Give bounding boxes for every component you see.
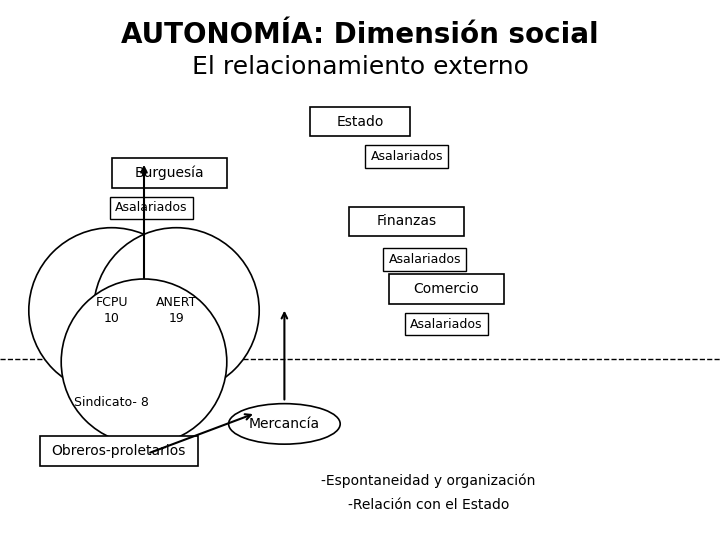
Text: -Relación con el Estado: -Relación con el Estado <box>348 498 509 512</box>
Text: Finanzas: Finanzas <box>377 214 437 228</box>
FancyBboxPatch shape <box>389 274 504 303</box>
FancyBboxPatch shape <box>109 197 193 219</box>
Text: Comercio: Comercio <box>413 282 480 296</box>
Text: Estado: Estado <box>336 114 384 129</box>
FancyBboxPatch shape <box>349 206 464 237</box>
Ellipse shape <box>229 404 341 444</box>
FancyBboxPatch shape <box>40 436 198 465</box>
Text: Asalariados: Asalariados <box>115 201 187 214</box>
Text: Asalariados: Asalariados <box>371 150 443 163</box>
Text: FCPU
10: FCPU 10 <box>95 296 128 325</box>
Text: AUTONOMÍA: Dimensión social: AUTONOMÍA: Dimensión social <box>121 21 599 49</box>
Ellipse shape <box>61 279 227 444</box>
FancyBboxPatch shape <box>383 248 467 271</box>
Text: Asalariados: Asalariados <box>389 253 461 266</box>
Text: ANERT
19: ANERT 19 <box>156 296 197 325</box>
Text: Mercancía: Mercancía <box>249 417 320 431</box>
FancyBboxPatch shape <box>310 106 410 136</box>
Text: Obreros-proletarios: Obreros-proletarios <box>52 444 186 458</box>
Text: Burguesía: Burguesía <box>135 166 204 180</box>
Text: El relacionamiento externo: El relacionamiento externo <box>192 56 528 79</box>
Text: -Espontaneidad y organización: -Espontaneidad y organización <box>321 474 536 488</box>
Ellipse shape <box>29 228 194 393</box>
Text: Sindicato- 8: Sindicato- 8 <box>74 396 149 409</box>
Text: Asalariados: Asalariados <box>410 318 482 330</box>
FancyBboxPatch shape <box>112 158 227 187</box>
FancyBboxPatch shape <box>405 313 488 335</box>
FancyBboxPatch shape <box>365 145 448 168</box>
Ellipse shape <box>94 228 259 393</box>
